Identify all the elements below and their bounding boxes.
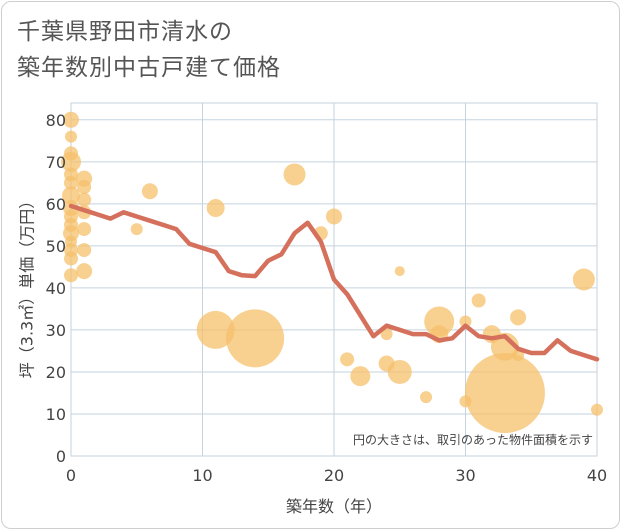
data-bubble: [591, 403, 603, 416]
data-bubble: [420, 391, 433, 404]
y-tick-label: 10: [46, 405, 66, 424]
data-bubble: [65, 130, 77, 143]
data-bubble: [63, 111, 79, 128]
x-axis-label: 築年数（年）: [286, 497, 382, 516]
data-bubble: [350, 366, 371, 387]
data-bubble: [64, 268, 78, 283]
x-tick-labels: 0 10 20 30 40: [66, 466, 607, 485]
chart-title: 千葉県野田市清水の 築年数別中古戸建て価格: [17, 14, 281, 86]
data-bubble: [141, 183, 158, 200]
data-bubble: [510, 309, 527, 326]
data-bubble: [340, 352, 355, 367]
y-tick-label: 30: [46, 321, 66, 340]
data-bubble: [283, 163, 306, 186]
x-tick-label: 30: [455, 466, 475, 485]
y-tick-label: 80: [46, 111, 66, 130]
data-bubble: [572, 268, 595, 291]
data-bubble: [196, 310, 235, 349]
x-tick-label: 10: [192, 466, 212, 485]
x-tick-label: 40: [587, 466, 607, 485]
y-tick-label: 50: [46, 237, 66, 256]
data-bubble: [424, 306, 455, 337]
data-bubble: [77, 222, 92, 237]
y-tick-labels: 0 10 20 30 40 50 60 70 80: [46, 111, 66, 466]
y-tick-label: 40: [46, 279, 66, 298]
data-bubble: [64, 251, 78, 266]
data-bubble: [61, 151, 81, 172]
y-tick-label: 20: [46, 363, 66, 382]
bubble-series: [61, 111, 603, 433]
x-tick-label: 20: [324, 466, 344, 485]
data-bubble: [206, 199, 225, 218]
data-bubble: [130, 223, 143, 236]
y-tick-label: 70: [46, 153, 66, 172]
data-bubble: [77, 243, 92, 258]
y-tick-label: 0: [56, 447, 66, 466]
data-bubble: [64, 175, 78, 190]
data-bubble: [459, 315, 472, 328]
data-bubble: [464, 352, 545, 433]
data-bubble: [77, 192, 92, 207]
average-price-line: [68, 203, 600, 362]
data-bubble: [387, 359, 412, 384]
title-line-2: 築年数別中古戸建て価格: [17, 55, 281, 81]
data-bubble: [77, 180, 92, 195]
x-tick-label: 0: [66, 466, 76, 485]
title-line-1: 千葉県野田市清水の: [17, 19, 233, 45]
data-bubble: [471, 293, 486, 308]
data-bubble: [62, 186, 80, 205]
data-bubble: [326, 208, 342, 225]
y-axis-label: 坪（3.3㎡）単価（万円）: [18, 193, 37, 378]
data-bubble: [380, 328, 393, 341]
data-bubble: [394, 266, 405, 277]
data-bubble: [76, 263, 93, 280]
y-tick-label: 60: [46, 195, 66, 214]
bubble-size-note: 円の大きさは、取引のあった物件面積を示す: [353, 432, 593, 447]
data-bubble: [512, 349, 525, 362]
data-bubble: [226, 309, 285, 368]
